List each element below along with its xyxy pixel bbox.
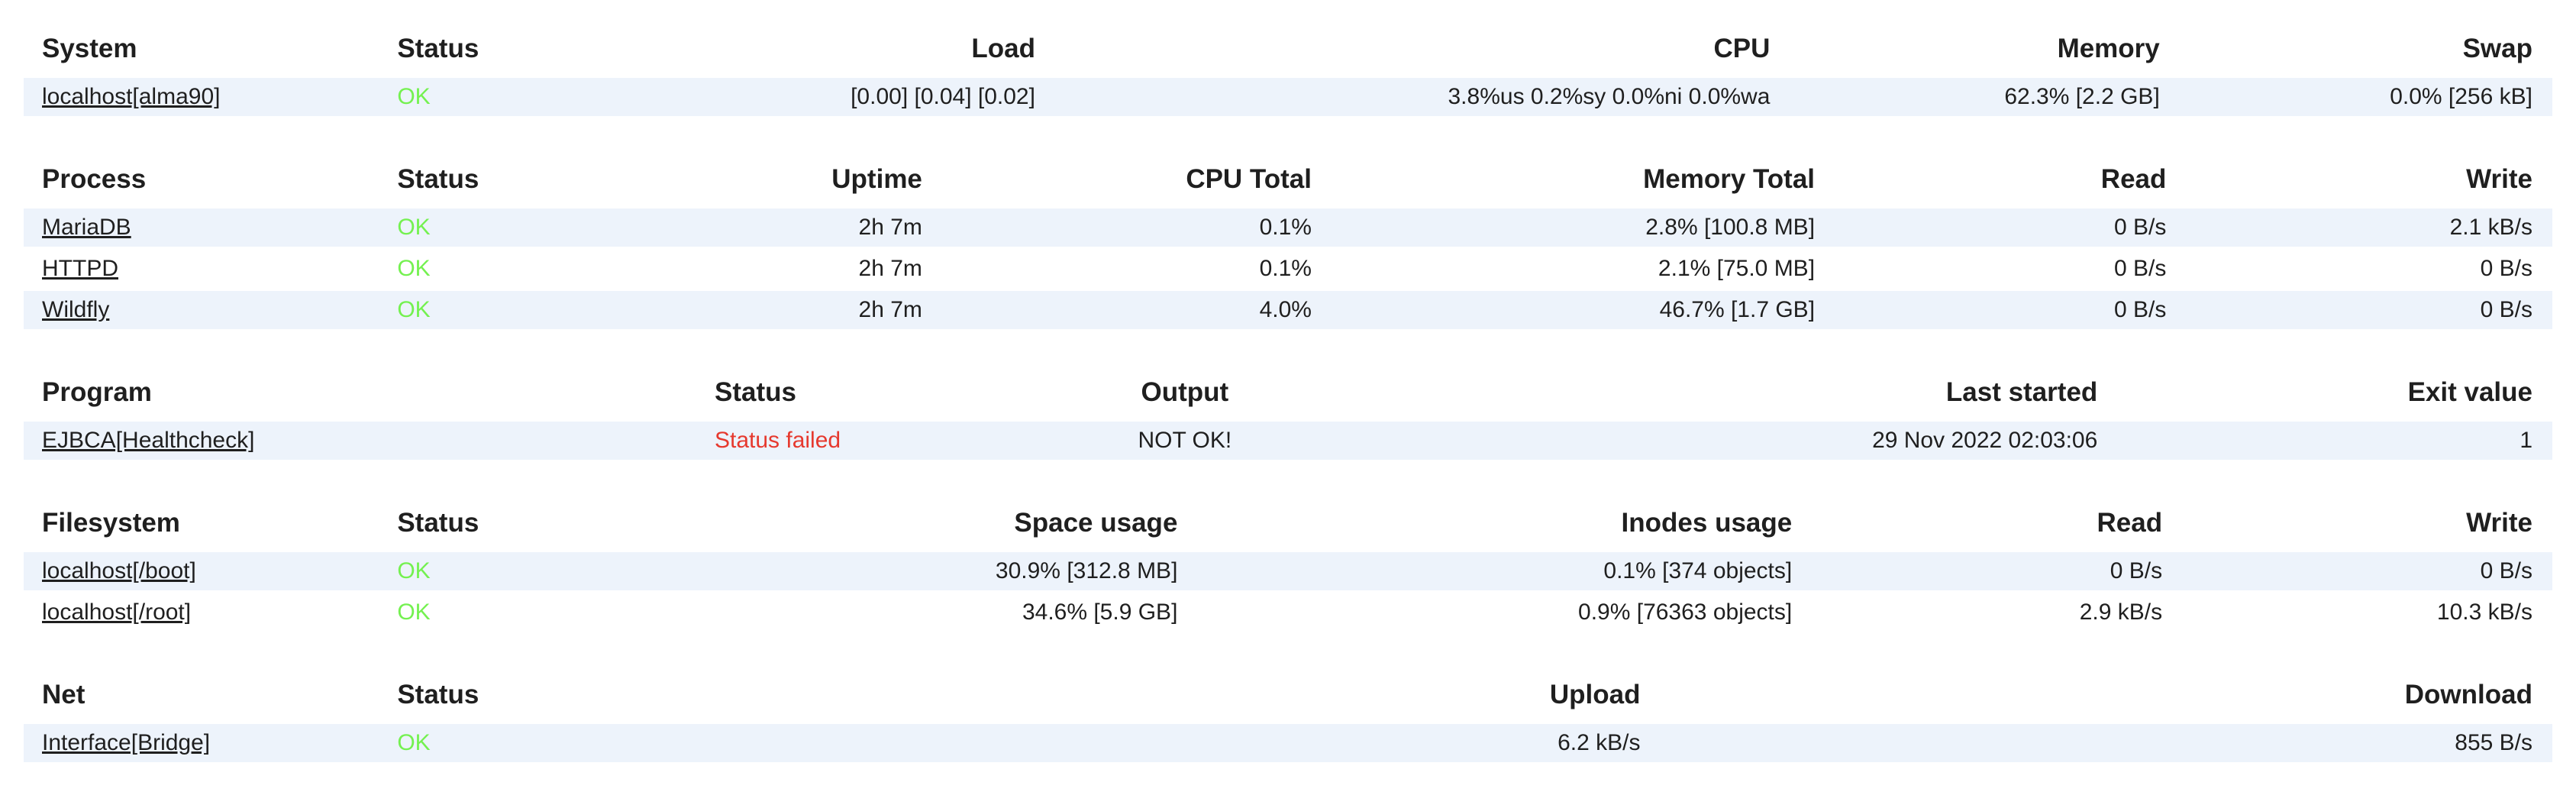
space-usage-value: 34.6% [5.9 GB] <box>1022 600 1178 625</box>
column-header-net: Net <box>42 680 86 709</box>
service-link-interface-bridge[interactable]: Interface[Bridge] <box>42 730 211 755</box>
read-value: 0 B/s <box>1835 208 2187 247</box>
program-header-row: Program Status Output Last started Exit … <box>24 377 2552 419</box>
column-header-memory-total: Memory Total <box>1643 164 1816 194</box>
column-header-program: Program <box>42 377 152 407</box>
uptime-value: 2h 7m <box>631 291 942 329</box>
column-header-read: Read <box>2097 508 2163 538</box>
program-table: Program Status Output Last started Exit … <box>24 374 2552 463</box>
read-value: 0 B/s <box>1835 291 2187 329</box>
column-header-exit-value: Exit value <box>2407 377 2532 407</box>
write-value: 2.1 kB/s <box>2186 208 2552 247</box>
column-header-status: Status <box>397 508 479 538</box>
column-header-upload: Upload <box>1549 680 1641 709</box>
column-header-inodes-usage: Inodes usage <box>1621 508 1793 538</box>
exit-value: 1 <box>2117 422 2552 460</box>
memory-total-value: 46.7% [1.7 GB] <box>1331 291 1835 329</box>
column-header-output: Output <box>1141 377 1229 407</box>
status-badge: OK <box>379 724 631 762</box>
cpu-total-value: 0.1% <box>941 208 1332 247</box>
space-usage-value: 30.9% [312.8 MB] <box>631 552 1198 590</box>
write-value: 10.3 kB/s <box>2436 600 2532 625</box>
status-badge: OK <box>379 291 631 329</box>
column-header-status: Status <box>397 164 479 194</box>
status-badge: OK <box>379 78 631 116</box>
table-row: EJBCA[Healthcheck] Status failed NOT OK!… <box>24 422 2552 460</box>
status-badge: Status failed <box>696 422 1071 460</box>
process-header-row: Process Status Uptime CPU Total Memory T… <box>24 164 2552 205</box>
table-row: Interface[Bridge] OK 6.2 kB/s 855 B/s <box>24 724 2552 762</box>
column-header-system: System <box>42 34 137 63</box>
service-link-localhost-root[interactable]: localhost[/root] <box>42 600 192 625</box>
filesystem-header-row: Filesystem Status Space usage Inodes usa… <box>24 508 2552 549</box>
table-row: Wildfly OK 2h 7m 4.0% 46.7% [1.7 GB] 0 B… <box>24 291 2552 329</box>
column-header-status: Status <box>714 377 796 407</box>
read-value: 0 B/s <box>1812 552 2183 590</box>
service-link-httpd[interactable]: HTTPD <box>42 256 118 281</box>
column-header-swap: Swap <box>2462 34 2532 63</box>
cpu-value: 3.8%us 0.2%sy 0.0%ni 0.0%wa <box>1054 78 1790 116</box>
column-header-status: Status <box>397 680 479 709</box>
column-header-cpu-total: CPU Total <box>1186 164 1312 194</box>
upload-value: 6.2 kB/s <box>631 724 1661 762</box>
status-badge: OK <box>397 600 431 625</box>
read-value: 2.9 kB/s <box>2079 600 2163 625</box>
column-header-write: Write <box>2466 164 2532 194</box>
cpu-total-value: 4.0% <box>941 291 1332 329</box>
service-link-wildfly[interactable]: Wildfly <box>42 297 110 322</box>
uptime-value: 2h 7m <box>631 208 942 247</box>
process-table: Process Status Uptime CPU Total Memory T… <box>24 161 2552 332</box>
table-row: localhost[/root] OK 34.6% [5.9 GB] 0.9% … <box>24 593 2552 632</box>
memory-total-value: 2.8% [100.8 MB] <box>1331 208 1835 247</box>
last-started-value: 29 Nov 2022 02:03:06 <box>1300 422 2118 460</box>
inodes-usage-value: 0.9% [76363 objects] <box>1578 600 1793 625</box>
service-link-localhost-boot[interactable]: localhost[/boot] <box>42 558 196 583</box>
table-row: localhost[/boot] OK 30.9% [312.8 MB] 0.1… <box>24 552 2552 590</box>
inodes-usage-value: 0.1% [374 objects] <box>1197 552 1813 590</box>
table-row: localhost[alma90] OK [0.00] [0.04] [0.02… <box>24 78 2552 116</box>
service-link-mariadb[interactable]: MariaDB <box>42 215 131 240</box>
write-value: 0 B/s <box>2182 552 2552 590</box>
table-row: HTTPD OK 2h 7m 0.1% 2.1% [75.0 MB] 0 B/s… <box>24 250 2552 288</box>
column-header-write: Write <box>2466 508 2532 538</box>
service-link-ejbca-healthcheck[interactable]: EJBCA[Healthcheck] <box>42 428 255 453</box>
service-link-localhost-alma90[interactable]: localhost[alma90] <box>42 84 221 109</box>
swap-value: 0.0% [256 kB] <box>2179 78 2552 116</box>
write-value: 0 B/s <box>2186 291 2552 329</box>
read-value: 0 B/s <box>2114 256 2167 281</box>
column-header-filesystem: Filesystem <box>42 508 180 538</box>
column-header-process: Process <box>42 164 147 194</box>
column-header-download: Download <box>2404 680 2532 709</box>
download-value: 855 B/s <box>1660 724 2552 762</box>
load-value: [0.00] [0.04] [0.02] <box>631 78 1055 116</box>
memory-total-value: 2.1% [75.0 MB] <box>1658 256 1816 281</box>
net-header-row: Net Status Upload Download <box>24 680 2552 721</box>
system-header-row: System Status Load CPU Memory Swap <box>24 34 2552 75</box>
net-table: Net Status Upload Download Interface[Bri… <box>24 677 2552 765</box>
column-header-cpu: CPU <box>1713 34 1771 63</box>
column-header-load: Load <box>971 34 1035 63</box>
column-header-read: Read <box>2100 164 2167 194</box>
column-header-space-usage: Space usage <box>1014 508 1178 538</box>
status-badge: OK <box>379 208 631 247</box>
column-header-uptime: Uptime <box>831 164 922 194</box>
column-header-status: Status <box>397 34 479 63</box>
status-badge: OK <box>379 552 631 590</box>
cpu-total-value: 0.1% <box>1259 256 1312 281</box>
column-header-last-started: Last started <box>1945 377 2098 407</box>
uptime-value: 2h 7m <box>858 256 922 281</box>
system-table: System Status Load CPU Memory Swap local… <box>24 31 2552 119</box>
memory-value: 62.3% [2.2 GB] <box>1790 78 2180 116</box>
filesystem-table: Filesystem Status Space usage Inodes usa… <box>24 505 2552 635</box>
column-header-memory: Memory <box>2057 34 2160 63</box>
status-badge: OK <box>397 256 431 281</box>
output-value: NOT OK! <box>1070 422 1301 460</box>
table-row: MariaDB OK 2h 7m 0.1% 2.8% [100.8 MB] 0 … <box>24 208 2552 247</box>
write-value: 0 B/s <box>2480 256 2532 281</box>
